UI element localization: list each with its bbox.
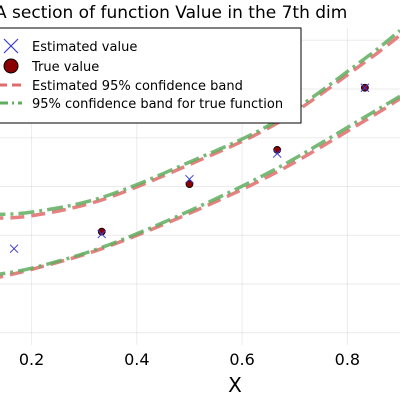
data-points xyxy=(9,83,370,254)
x-axis-label: X xyxy=(228,373,242,397)
legend-label: Estimated value xyxy=(32,40,137,55)
estimated-value-point xyxy=(185,174,194,184)
estimated-band-upper xyxy=(0,33,400,220)
true-value-point xyxy=(273,146,282,154)
true-value-point xyxy=(97,227,106,236)
legend-label: 95% confidence band for true function xyxy=(32,97,283,112)
estimated-value-point xyxy=(272,149,282,158)
legend-label: Estimated 95% confidence band xyxy=(32,79,243,94)
x-ticks: 0.2 0.4 0.6 0.8 xyxy=(19,350,360,369)
estimated-value-point xyxy=(360,83,370,93)
confidence-bands xyxy=(0,29,400,279)
legend-marker-estimated xyxy=(3,38,19,54)
estimated-value-point xyxy=(97,229,107,239)
x-tick-label: 0.2 xyxy=(19,350,44,369)
true-band-upper xyxy=(0,29,400,217)
x-tick-label: 0.4 xyxy=(124,350,149,369)
x-tick-label: 0.8 xyxy=(335,350,360,369)
true-value-point xyxy=(185,180,194,188)
x-tick-label: 0.6 xyxy=(229,350,254,369)
legend-marker-true xyxy=(3,58,19,74)
estimated-band-lower xyxy=(0,97,400,279)
legend: Estimated value True value Estimated 95% c… xyxy=(0,27,302,124)
legend-label: True value xyxy=(31,60,99,75)
true-band-lower xyxy=(0,94,400,276)
estimated-value-point xyxy=(9,244,19,254)
legend-box xyxy=(0,27,302,124)
chart-title: A section of function Value in the 7th d… xyxy=(0,3,347,23)
